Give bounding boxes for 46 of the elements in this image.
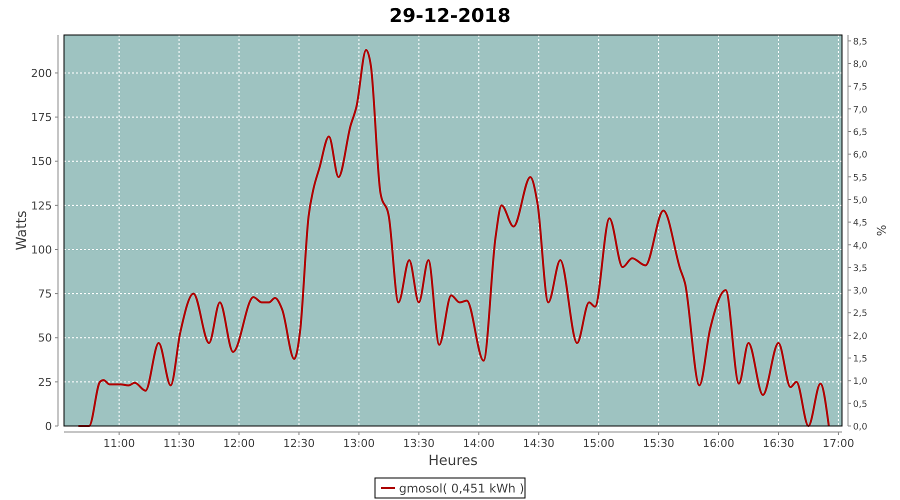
x-tick-label: 14:30 [522, 437, 555, 450]
y2-tick-label: 8,0 [853, 60, 868, 70]
x-tick-label: 17:00 [822, 437, 854, 450]
y2-tick-label: 3,5 [853, 264, 868, 274]
x-tick-label: 13:30 [402, 437, 435, 450]
y2-tick-label: 1,5 [853, 354, 868, 365]
y2-tick-label: 7,0 [853, 105, 868, 116]
y2-tick-label: 0,0 [853, 422, 868, 432]
x-tick-label: 12:30 [283, 437, 315, 450]
x-axis-title: Heures [428, 453, 478, 469]
y-tick-label: 125 [31, 199, 52, 212]
x-tick-label: 14:00 [462, 437, 495, 450]
x-tick-label: 16:30 [762, 437, 794, 450]
y2-tick-label: 2,5 [853, 309, 868, 320]
y-tick-label: 150 [31, 155, 52, 168]
y2-tick-label: 5,0 [853, 196, 868, 206]
y2-tick-label: 1,0 [853, 377, 868, 388]
x-tick-label: 11:30 [163, 437, 195, 450]
y-tick-label: 175 [31, 111, 52, 124]
chart-title: 29-12-2018 [389, 5, 511, 27]
y2-tick-label: 6,0 [853, 150, 868, 161]
y2-tick-label: 4,5 [853, 218, 868, 229]
y2-tick-label: 2,0 [853, 332, 868, 342]
y-tick-label: 200 [31, 66, 52, 80]
x-tick-label: 11:00 [103, 437, 135, 450]
y2-tick-label: 7,5 [853, 82, 868, 93]
y-axis-title: Watts [14, 210, 30, 250]
x-tick-label: 13:00 [343, 437, 375, 450]
x-tick-label: 15:30 [642, 437, 674, 450]
y2-tick-label: 6,5 [853, 128, 868, 138]
y2-tick-label: 5,5 [853, 173, 868, 184]
y-tick-label: 100 [31, 243, 52, 256]
legend-label: gmosol( 0,451 kWh ) [399, 482, 524, 496]
y2-tick-label: 8,5 [853, 37, 868, 48]
y2-tick-label: 0,5 [853, 400, 868, 410]
y-tick-label: 75 [38, 288, 52, 301]
x-tick-label: 12:00 [223, 437, 255, 450]
y2-axis-title: % [874, 224, 888, 236]
line-series [77, 49, 830, 427]
y2-tick-label: 3,0 [853, 286, 868, 297]
y-tick-label: 25 [38, 376, 52, 389]
x-tick-label: 16:00 [702, 437, 734, 450]
y-tick-label: 50 [38, 332, 52, 345]
x-tick-label: 15:00 [582, 437, 614, 450]
y-tick-label: 0 [45, 420, 52, 433]
y2-tick-label: 4,0 [853, 241, 868, 252]
